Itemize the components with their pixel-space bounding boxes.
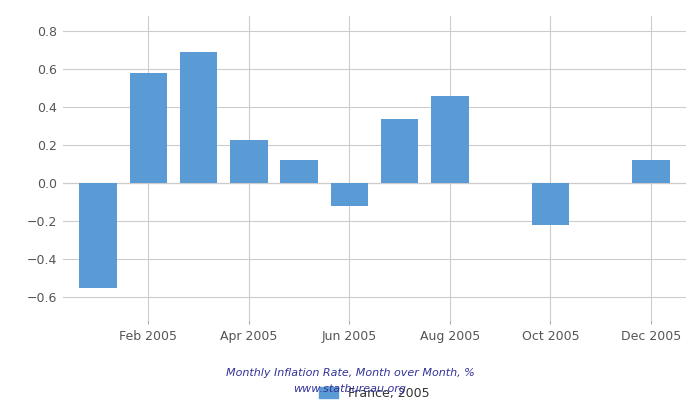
Bar <box>280 160 318 183</box>
Bar <box>180 52 218 183</box>
Bar <box>130 73 167 183</box>
Bar <box>230 140 267 183</box>
Text: www.statbureau.org: www.statbureau.org <box>293 384 407 394</box>
Bar <box>431 96 469 183</box>
Bar <box>79 183 117 288</box>
Bar <box>531 183 569 225</box>
Bar <box>381 119 419 183</box>
Bar <box>632 160 670 183</box>
Text: Monthly Inflation Rate, Month over Month, %: Monthly Inflation Rate, Month over Month… <box>225 368 475 378</box>
Bar <box>330 183 368 206</box>
Legend: France, 2005: France, 2005 <box>314 382 435 400</box>
